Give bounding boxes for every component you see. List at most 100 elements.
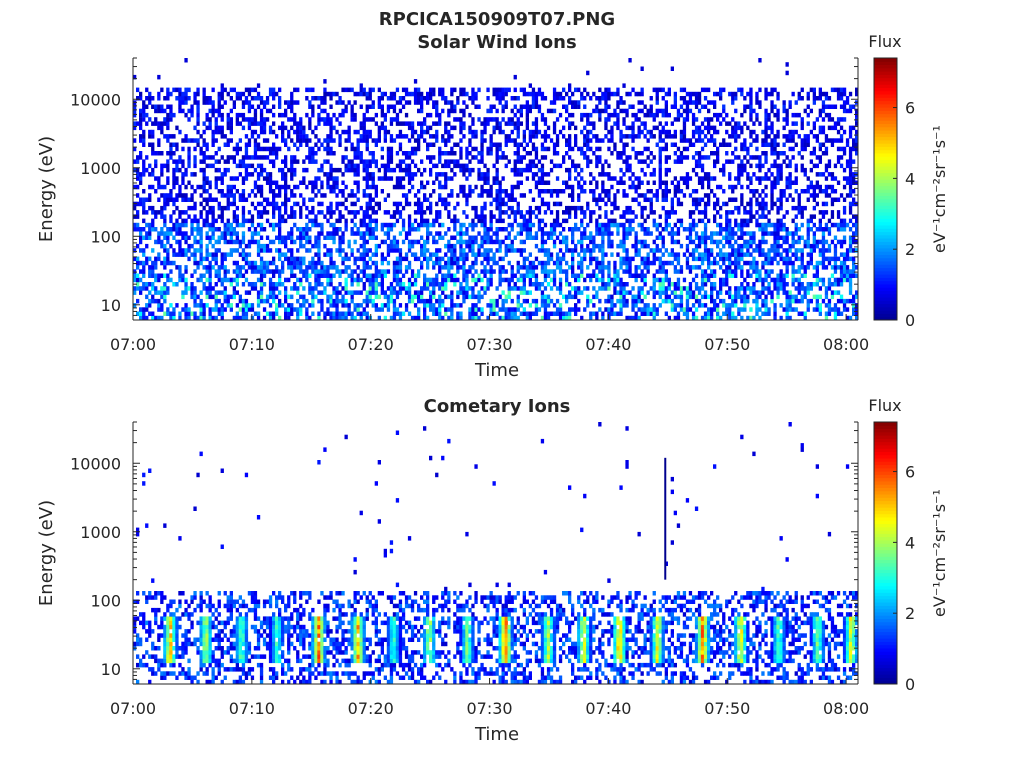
heatmap-cell — [253, 121, 258, 126]
heatmap-cell — [546, 180, 551, 185]
heatmap-cell — [438, 282, 442, 287]
heatmap-cell — [392, 286, 397, 291]
heatmap-cell — [453, 151, 457, 156]
heatmap-cell — [329, 167, 333, 173]
heatmap-cell — [613, 265, 617, 270]
heatmap-cell — [208, 265, 212, 270]
heatmap-cell — [429, 294, 433, 300]
heatmap-cell — [268, 277, 273, 283]
heatmap-cell — [631, 184, 635, 190]
heatmap-cell — [688, 286, 693, 291]
heatmap-cell — [196, 117, 200, 122]
heatmap-cell — [549, 227, 554, 232]
heatmap-cell — [453, 218, 457, 224]
heatmap-cell — [347, 163, 351, 169]
heatmap-cell — [133, 277, 137, 283]
heatmap-cell — [371, 282, 375, 287]
heatmap-cell — [169, 218, 173, 224]
heatmap-cell — [646, 265, 650, 270]
heatmap-cell — [423, 273, 427, 278]
heatmap-cell — [290, 252, 294, 257]
heatmap-cell — [558, 129, 563, 135]
heatmap-cell — [631, 129, 635, 135]
heatmap-cell — [278, 167, 282, 173]
heatmap-cell — [540, 260, 545, 266]
heatmap-cell — [311, 159, 315, 164]
heatmap-cell — [377, 138, 381, 143]
heatmap-cell — [350, 227, 354, 232]
heatmap-cell — [386, 155, 391, 160]
heatmap-cell — [335, 193, 339, 198]
heatmap-cell — [622, 239, 626, 245]
heatmap-cell — [320, 167, 324, 173]
heatmap-cell — [142, 108, 146, 114]
heatmap-cell — [265, 298, 270, 304]
heatmap-cell — [226, 142, 230, 147]
heatmap-cell — [450, 252, 454, 257]
heatmap-cell — [589, 189, 593, 194]
heatmap-cell — [302, 201, 306, 207]
heatmap-cell — [486, 87, 490, 93]
heatmap-cell — [625, 205, 629, 211]
heatmap-cell — [417, 142, 421, 147]
heatmap-cell — [483, 125, 487, 131]
heatmap-cell — [253, 286, 258, 291]
heatmap-cell — [516, 172, 520, 177]
heatmap-cell — [510, 189, 514, 194]
heatmap-cell — [519, 142, 523, 147]
heatmap-cell — [284, 163, 288, 169]
heatmap-cell — [247, 91, 252, 97]
heatmap-cell — [235, 315, 239, 321]
heatmap-cell — [338, 248, 342, 253]
heatmap-cell — [676, 294, 681, 300]
heatmap-cell — [616, 121, 620, 126]
heatmap-cell — [329, 277, 333, 283]
heatmap-cell — [199, 248, 203, 253]
heatmap-cell — [646, 311, 650, 316]
heatmap-cell — [534, 134, 539, 139]
heatmap-cell — [226, 277, 230, 283]
heatmap-cell — [667, 294, 671, 300]
heatmap-cell — [691, 167, 696, 173]
heatmap-cell — [290, 193, 294, 198]
heatmap-cell — [202, 142, 206, 147]
heatmap-cell — [272, 180, 276, 185]
heatmap-cell — [145, 231, 149, 236]
heatmap-cell — [353, 290, 357, 295]
heatmap-cell — [404, 269, 409, 274]
heatmap-cell — [655, 227, 659, 232]
heatmap-cell — [214, 176, 218, 181]
heatmap-cell — [413, 163, 418, 169]
heatmap-cell — [471, 167, 475, 173]
heatmap-cell — [631, 298, 635, 304]
heatmap-cell — [607, 112, 611, 118]
heatmap-cell — [525, 273, 529, 278]
heatmap-cell — [435, 210, 439, 215]
heatmap-cell — [438, 210, 442, 215]
heatmap-cell — [501, 218, 505, 224]
heatmap-cell — [268, 189, 273, 194]
heatmap-cell — [462, 248, 466, 253]
heatmap-cell — [453, 303, 457, 308]
heatmap-cell — [320, 290, 324, 295]
heatmap-cell — [272, 112, 276, 118]
heatmap-cell — [477, 167, 481, 173]
heatmap-cell — [398, 277, 403, 283]
heatmap-cell — [202, 311, 206, 316]
heatmap-cell — [619, 239, 623, 245]
heatmap-cell — [465, 277, 469, 283]
heatmap-cell — [634, 303, 638, 308]
heatmap-cell — [389, 151, 394, 156]
heatmap-cell — [438, 303, 442, 308]
heatmap-cell — [543, 172, 548, 177]
heatmap-cell — [235, 151, 239, 156]
heatmap-cell — [326, 117, 330, 122]
heatmap-cell — [181, 159, 185, 164]
heatmap-cell — [229, 239, 233, 245]
heatmap-cell — [413, 146, 418, 152]
heatmap-cell — [655, 256, 659, 262]
heatmap-cell — [592, 108, 596, 114]
heatmap-cell — [631, 138, 635, 143]
heatmap-cell — [565, 298, 569, 304]
heatmap-cell — [456, 277, 460, 283]
